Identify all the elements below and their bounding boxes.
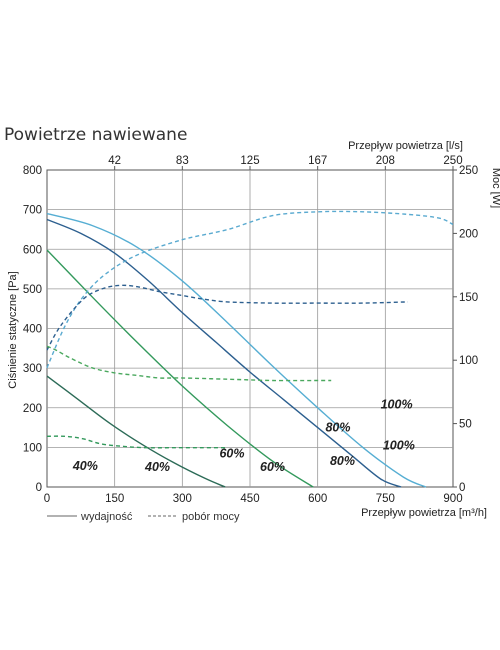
curve-label: 80% [325, 421, 350, 435]
x2-tick-label: 250 [443, 155, 462, 167]
curve-label: 40% [72, 459, 98, 473]
curve-label: 60% [219, 447, 244, 461]
y2-tick-label: 200 [459, 228, 478, 240]
y2-tick-label: 250 [459, 165, 478, 177]
y-tick-label: 400 [23, 324, 42, 336]
right-axis-label: Moc [W] [490, 168, 500, 208]
pressure-curve-40 [46, 375, 226, 488]
y2-tick-label: 150 [459, 292, 478, 304]
curve-label: 100% [381, 398, 413, 412]
chart-title: Powietrze nawiewane [4, 125, 187, 145]
x2-tick-label: 83 [176, 155, 189, 167]
x-tick-label: 450 [240, 493, 259, 505]
legend-label-pobor-mocy: pobór mocy [182, 511, 240, 523]
x-tick-label: 300 [173, 493, 192, 505]
power-curve-80 [46, 284, 408, 351]
x-tick-label: 900 [443, 493, 462, 505]
x2-tick-label: 167 [308, 155, 327, 167]
legend: wydajność pobór mocy [47, 511, 240, 523]
x-tick-label: 600 [308, 493, 327, 505]
x2-tick-label: 125 [240, 155, 259, 167]
pressure-curve-80 [46, 218, 402, 488]
plot-area: 0 100 200 300 400 500 600 700 800 0 50 100 150 200 250… [23, 155, 478, 505]
bottom-axis-label: Przepływ powietrza [m³/h] [361, 507, 487, 519]
curve-label: 60% [260, 460, 285, 474]
x-tick-label: 750 [376, 493, 395, 505]
y-tick-label: 500 [23, 284, 42, 296]
y-tick-label: 700 [23, 205, 42, 217]
y2-tick-label: 100 [459, 355, 478, 367]
x-tick-label: 0 [44, 493, 50, 505]
power-curve-60 [46, 345, 332, 382]
y-tick-label: 800 [23, 165, 42, 177]
x2-tick-label: 208 [376, 155, 395, 167]
top-axis-label: Przepływ powietrza [l/s] [348, 140, 463, 152]
pressure-curve-60 [46, 249, 314, 488]
curve-label: 40% [144, 460, 170, 474]
y-tick-label: 600 [23, 244, 42, 256]
y-tick-label: 200 [23, 403, 42, 415]
y-tick-label: 300 [23, 363, 42, 375]
power-curve-40 [46, 435, 228, 449]
y2-tick-label: 50 [459, 419, 472, 431]
pressure-curve-100 [46, 212, 427, 488]
curve-label: 80% [330, 454, 355, 468]
left-axis-label: Ciśnienie statyczne [Pa] [7, 271, 19, 388]
y2-tick-label: 0 [459, 482, 465, 494]
power-curve-100 [46, 210, 454, 369]
x-tick-label: 150 [105, 493, 124, 505]
y-tick-label: 100 [23, 442, 42, 454]
curve-label: 100% [383, 438, 415, 452]
legend-label-wydajnosc: wydajność [80, 511, 133, 523]
x2-tick-label: 42 [108, 155, 121, 167]
y-tick-label: 0 [36, 482, 42, 494]
